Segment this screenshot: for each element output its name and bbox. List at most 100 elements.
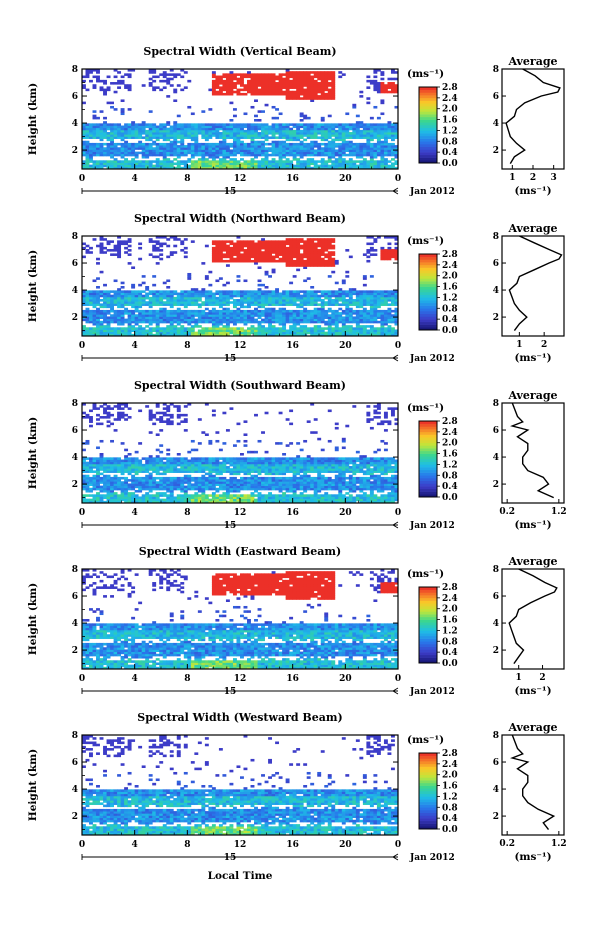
colorbar-tick-label: 1.6 (442, 450, 458, 460)
date-day: 15 (224, 853, 237, 863)
heatmap-cells (82, 735, 399, 836)
average-x-label: (ms⁻¹) (514, 352, 551, 364)
average-frame (501, 235, 565, 337)
colorbar (418, 752, 438, 830)
x-tick-label: 0 (79, 341, 85, 351)
colorbar-tick-label: 2.4 (442, 261, 458, 271)
average-title: Average (507, 721, 557, 734)
colorbar-tick-label: 1.2 (442, 293, 458, 303)
x-tick-label: 8 (184, 341, 190, 351)
x-tick-label: 0 (395, 174, 401, 184)
colorbar (418, 586, 438, 664)
y-tick-label: 2 (72, 146, 78, 156)
average-y-tick-label: 8 (493, 565, 499, 575)
x-tick-label: 0 (79, 840, 85, 850)
colorbar-tick-label: 2.4 (442, 94, 458, 104)
colorbar-tick-label: 1.2 (442, 126, 458, 136)
colorbar-tick-label: 2.8 (442, 83, 458, 93)
y-tick-label: 6 (72, 259, 78, 269)
date-label: Jan 2012 (409, 853, 455, 863)
x-tick-label: 12 (234, 508, 247, 518)
x-tick-label: 8 (184, 674, 190, 684)
average-x-tick-label: 1.2 (551, 507, 567, 517)
y-tick-label: 2 (72, 313, 78, 323)
colorbar-tick-label: 2.0 (442, 605, 458, 615)
x-tick-label: 8 (184, 840, 190, 850)
y-tick-label: 8 (72, 399, 78, 409)
y-tick-label: 8 (72, 232, 78, 242)
average-y-tick-label: 4 (493, 286, 499, 296)
average-profile-line (505, 68, 561, 164)
colorbar-tick-label: 0.4 (442, 814, 458, 824)
colorbar-tick-label: 0.4 (442, 648, 458, 658)
x-tick-label: 0 (79, 674, 85, 684)
average-profile-line (508, 568, 558, 665)
y-tick-label: 4 (72, 785, 78, 795)
average-y-tick-label: 6 (493, 259, 499, 269)
colorbar-tick-label: 1.6 (442, 116, 458, 126)
x-tick-label: 16 (286, 174, 299, 184)
panel-1: Spectral Width (Vertical Beam) 2 4 6 8 Height… (27, 45, 565, 197)
colorbar (418, 420, 438, 498)
colorbar-tick-label: 0.4 (442, 482, 458, 492)
average-y-tick-label: 2 (493, 480, 499, 490)
average-y-tick-label: 6 (493, 92, 499, 102)
panel-3: Spectral Width (Southward Beam) 2 4 6 8 Heigh… (27, 379, 567, 531)
x-tick-label: 20 (339, 341, 352, 351)
y-tick-label: 6 (72, 758, 78, 768)
y-axis-label: Height (km) (27, 749, 39, 821)
y-axis-label: Height (km) (27, 250, 39, 322)
panel-4: Spectral Width (Eastward Beam) 2 4 6 8 Height… (27, 545, 565, 697)
average-x-tick-label: 0.2 (499, 839, 515, 849)
average-frame (501, 402, 565, 504)
colorbar-tick-label: 1.2 (442, 792, 458, 802)
date-day: 15 (224, 354, 237, 364)
average-x-label: (ms⁻¹) (514, 685, 551, 697)
x-axis-label: Local Time (208, 870, 273, 882)
average-title: Average (507, 555, 557, 568)
x-tick-label: 16 (286, 508, 299, 518)
average-profile-line (508, 235, 563, 332)
date-label: Jan 2012 (409, 354, 455, 364)
average-y-tick-label: 2 (493, 646, 499, 656)
average-x-label: (ms⁻¹) (514, 185, 551, 197)
y-tick-label: 2 (72, 480, 78, 490)
x-tick-label: 0 (79, 174, 85, 184)
x-tick-label: 4 (132, 341, 138, 351)
average-y-tick-label: 4 (493, 619, 499, 629)
colorbar-tick-label: 2.0 (442, 771, 458, 781)
x-tick-label: 20 (339, 174, 352, 184)
y-tick-label: 6 (72, 592, 78, 602)
panel-2: Spectral Width (Northward Beam) 2 4 6 8 Heigh… (27, 212, 565, 364)
date-day: 15 (224, 187, 237, 197)
y-axis-label: Height (km) (27, 83, 39, 155)
y-tick-label: 6 (72, 92, 78, 102)
y-tick-label: 8 (72, 565, 78, 575)
x-tick-label: 12 (234, 174, 247, 184)
average-title: Average (507, 222, 557, 235)
y-tick-label: 4 (72, 453, 78, 463)
x-tick-label: 4 (132, 508, 138, 518)
colorbar-tick-label: 1.6 (442, 283, 458, 293)
average-y-tick-label: 2 (493, 146, 499, 156)
colorbar-tick-label: 2.8 (442, 583, 458, 593)
date-label: Jan 2012 (409, 187, 455, 197)
average-y-tick-label: 4 (493, 785, 499, 795)
colorbar-tick-label: 0.4 (442, 315, 458, 325)
colorbar-tick-label: 0.0 (442, 825, 458, 835)
average-x-tick-label: 2 (530, 173, 536, 183)
panel-title: Spectral Width (Southward Beam) (134, 379, 346, 392)
average-x-tick-label: 3 (551, 173, 557, 183)
average-y-tick-label: 4 (493, 453, 499, 463)
x-tick-label: 0 (395, 341, 401, 351)
heatmap-cells (82, 236, 399, 337)
average-frame (501, 568, 565, 670)
average-frame (501, 734, 565, 836)
colorbar-tick-label: 1.2 (442, 460, 458, 470)
x-tick-label: 8 (184, 174, 190, 184)
heatmap-cells (82, 403, 399, 504)
average-x-tick-label: 1.2 (551, 839, 567, 849)
date-label: Jan 2012 (409, 687, 455, 697)
colorbar (418, 86, 438, 164)
